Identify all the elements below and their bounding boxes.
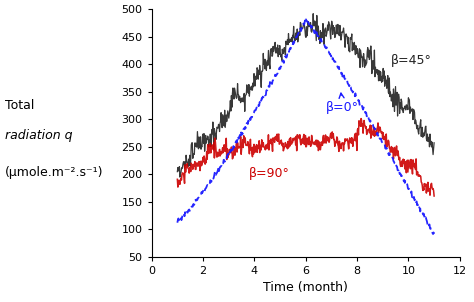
Text: radiation q: radiation q [5, 129, 72, 143]
Text: (μmole.m⁻².s⁻¹): (μmole.m⁻².s⁻¹) [5, 165, 103, 179]
Text: β=0°: β=0° [326, 93, 359, 114]
Text: Total: Total [5, 99, 34, 112]
X-axis label: Time (month): Time (month) [263, 281, 348, 294]
Text: β=90°: β=90° [249, 167, 290, 180]
Text: β=45°: β=45° [391, 54, 431, 67]
